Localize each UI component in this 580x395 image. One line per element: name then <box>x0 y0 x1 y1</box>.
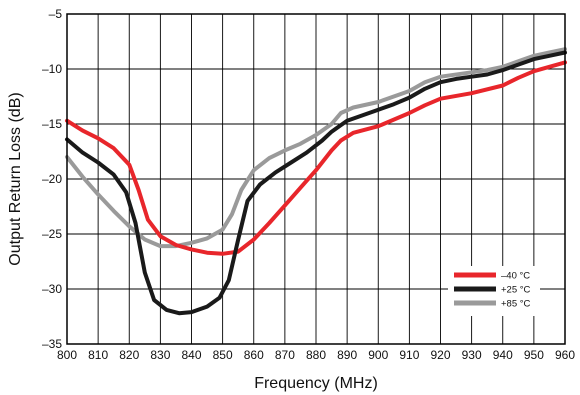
x-tick-label: 860 <box>244 348 264 362</box>
legend-items: –40 °C +25 °C +85 °C <box>454 271 531 310</box>
x-axis-title: Frequency (MHz) <box>254 375 378 392</box>
x-tick-label: 840 <box>181 348 201 362</box>
series-lines <box>65 47 567 316</box>
series-line <box>65 50 567 316</box>
x-tick-label: 900 <box>368 348 388 362</box>
x-tick-label: 870 <box>275 348 295 362</box>
x-tick-label: 830 <box>150 348 170 362</box>
y-tick-label: –35 <box>42 337 62 351</box>
x-tick-label: 880 <box>306 348 326 362</box>
x-tick-label: 950 <box>524 348 544 362</box>
x-tick-label: 940 <box>493 348 513 362</box>
legend-label: +85 °C <box>501 299 531 310</box>
legend: –40 °C +25 °C +85 °C <box>448 266 540 316</box>
x-tick-label: 960 <box>555 348 575 362</box>
x-tick-label: 850 <box>213 348 233 362</box>
x-tick-label: 920 <box>430 348 450 362</box>
legend-label: –40 °C <box>501 271 530 282</box>
series-line <box>65 60 567 256</box>
y-tick-label: –15 <box>42 117 62 131</box>
y-tick-label: –5 <box>49 7 63 21</box>
tick-labels: 800 810 820 830 840 850 860 870 880 890 900 910 920 9… <box>42 7 575 362</box>
legend-label: +25 °C <box>501 285 531 296</box>
y-tick-label: –30 <box>42 282 62 296</box>
series-line <box>65 47 567 249</box>
x-tick-label: 910 <box>399 348 419 362</box>
x-tick-label: 810 <box>88 348 108 362</box>
y-tick-label: –10 <box>42 62 62 76</box>
x-tick-label: 930 <box>462 348 482 362</box>
plot-area-frame <box>66 13 566 345</box>
x-tick-label: 820 <box>119 348 139 362</box>
y-tick-label: –20 <box>42 172 62 186</box>
x-tick-label: 800 <box>57 348 77 362</box>
y-tick-label: –25 <box>42 227 62 241</box>
x-tick-label: 890 <box>337 348 357 362</box>
y-axis-title: Output Return Loss (dB) <box>7 92 24 265</box>
